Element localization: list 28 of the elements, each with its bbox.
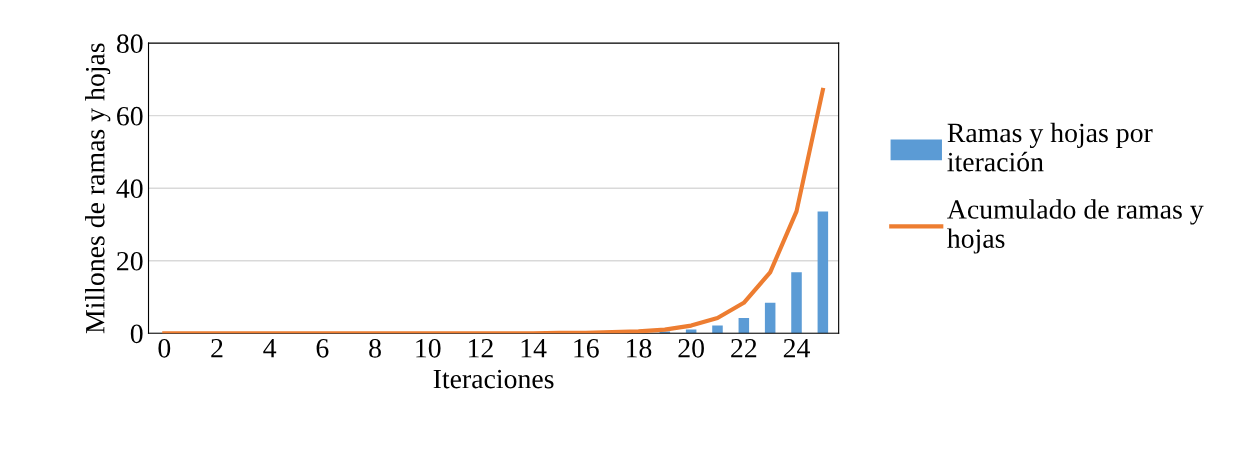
x-tick-label: 12 — [468, 338, 493, 358]
x-tick-label: 10 — [416, 338, 441, 358]
legend-label: Ramas y hojas por iteración — [947, 122, 1153, 172]
x-tick-label: 22 — [731, 338, 757, 358]
x-tick-label: 8 — [369, 338, 381, 358]
y-tick-label: 40 — [116, 179, 143, 199]
bar — [791, 272, 802, 334]
x-tick-label: 0 — [158, 338, 171, 358]
x-tick-label: 4 — [263, 339, 277, 358]
line-series — [162, 87, 825, 334]
legend-label: Acumulado de ramas y hojas — [947, 199, 1204, 254]
bar — [764, 302, 776, 334]
x-tick-label: 6 — [316, 338, 329, 358]
y-tick-label: 0 — [130, 324, 143, 344]
x-tick-label: 14 — [521, 339, 547, 358]
y-axis-title: Millones de ramas y hojas — [85, 43, 111, 334]
x-tick-label: 18 — [627, 338, 652, 358]
bar — [712, 325, 723, 334]
x-tick-label: 2 — [211, 338, 223, 358]
x-axis-title: Iteraciones — [433, 369, 554, 389]
x-tick-label: 20 — [678, 338, 704, 358]
y-tick-label: 20 — [117, 251, 143, 271]
y-tick-label: 60 — [117, 106, 143, 126]
x-tick-label: 24 — [783, 338, 810, 358]
x-tick-label: 16 — [574, 338, 599, 358]
bar — [817, 211, 829, 334]
bar — [738, 318, 750, 334]
y-tick-label: 80 — [116, 34, 143, 54]
